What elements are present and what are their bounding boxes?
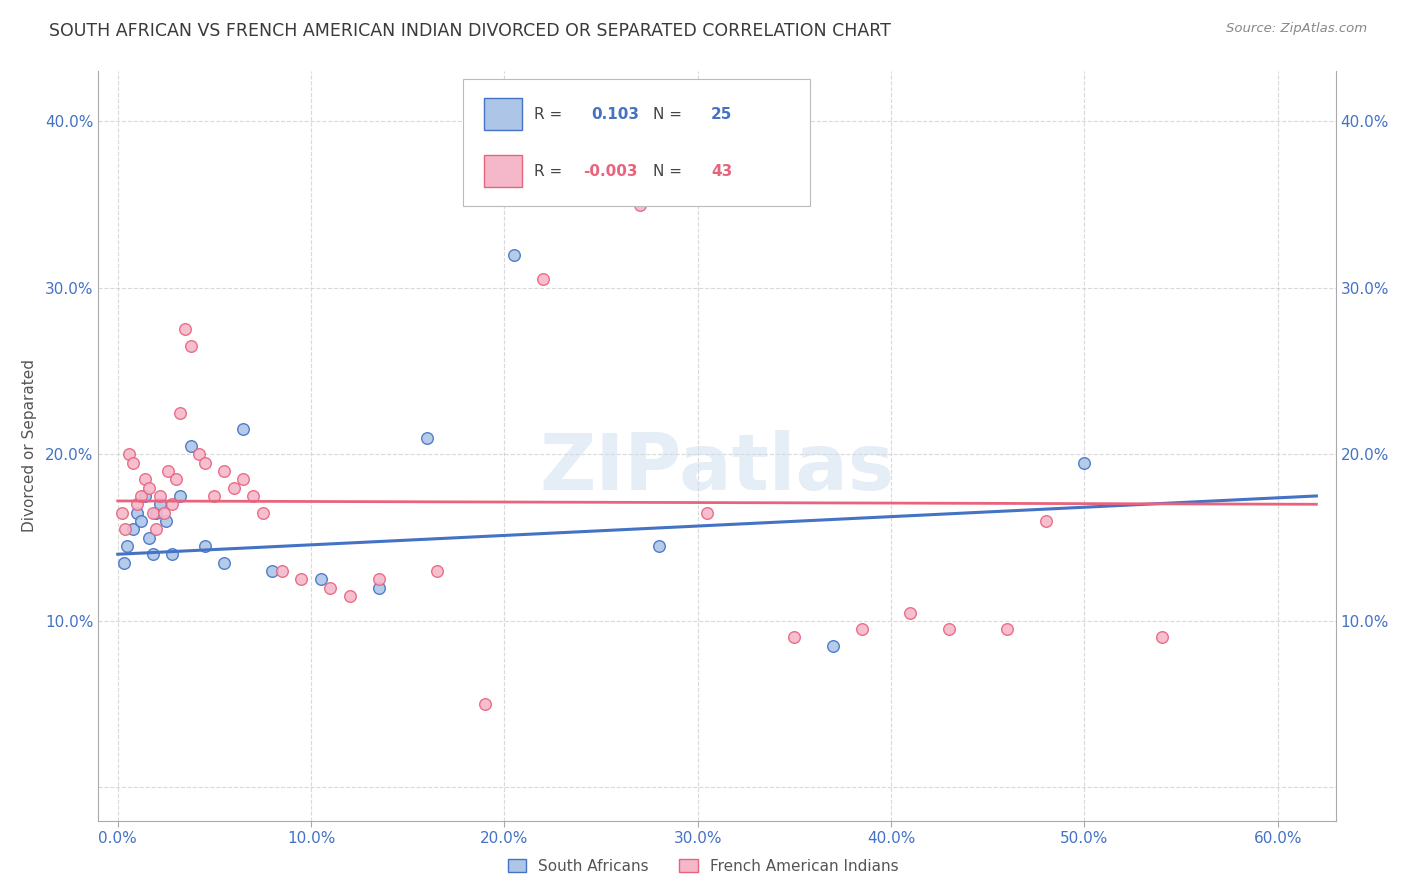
Point bbox=[117, 539, 139, 553]
Point bbox=[531, 272, 554, 286]
Text: -0.003: -0.003 bbox=[583, 163, 638, 178]
Point bbox=[111, 506, 132, 520]
Point bbox=[122, 522, 145, 536]
Point bbox=[1150, 631, 1173, 645]
Point bbox=[628, 197, 651, 211]
Point bbox=[232, 422, 254, 436]
Point bbox=[134, 472, 156, 486]
Point bbox=[188, 447, 211, 461]
Point bbox=[149, 497, 172, 511]
Legend: South Africans, French American Indians: South Africans, French American Indians bbox=[502, 853, 904, 880]
Point bbox=[155, 514, 177, 528]
Point bbox=[174, 322, 197, 336]
Text: Source: ZipAtlas.com: Source: ZipAtlas.com bbox=[1226, 22, 1367, 36]
Text: 0.103: 0.103 bbox=[591, 106, 638, 121]
Point bbox=[138, 481, 160, 495]
Point bbox=[212, 464, 235, 478]
Text: SOUTH AFRICAN VS FRENCH AMERICAN INDIAN DIVORCED OR SEPARATED CORRELATION CHART: SOUTH AFRICAN VS FRENCH AMERICAN INDIAN … bbox=[49, 22, 891, 40]
Point bbox=[1035, 514, 1057, 528]
Point bbox=[180, 339, 202, 353]
Point bbox=[141, 506, 165, 520]
Point bbox=[309, 572, 332, 586]
Point bbox=[938, 622, 960, 636]
Point bbox=[149, 489, 172, 503]
Point bbox=[129, 489, 152, 503]
Text: R =: R = bbox=[534, 163, 562, 178]
Point bbox=[194, 539, 217, 553]
Point bbox=[157, 464, 180, 478]
Point bbox=[165, 472, 187, 486]
Point bbox=[367, 572, 389, 586]
Point bbox=[112, 556, 135, 570]
Point bbox=[474, 697, 496, 711]
Point bbox=[851, 622, 873, 636]
Point bbox=[262, 564, 284, 578]
Point bbox=[696, 506, 718, 520]
Point bbox=[416, 431, 439, 445]
Point bbox=[127, 506, 149, 520]
Point bbox=[204, 489, 226, 503]
Point bbox=[367, 581, 389, 595]
Text: 25: 25 bbox=[711, 106, 733, 121]
Point bbox=[118, 447, 141, 461]
Text: N =: N = bbox=[652, 163, 682, 178]
Point bbox=[114, 522, 136, 536]
Point bbox=[122, 456, 145, 470]
Point bbox=[160, 547, 183, 561]
Point bbox=[426, 564, 449, 578]
Point bbox=[129, 514, 152, 528]
Text: N =: N = bbox=[652, 106, 682, 121]
Point bbox=[180, 439, 202, 453]
FancyBboxPatch shape bbox=[464, 78, 810, 206]
Point bbox=[141, 547, 165, 561]
Point bbox=[900, 606, 922, 620]
Point bbox=[319, 581, 342, 595]
Point bbox=[783, 631, 806, 645]
Point bbox=[153, 506, 176, 520]
Point bbox=[242, 489, 264, 503]
Point bbox=[271, 564, 294, 578]
Point bbox=[145, 522, 167, 536]
Point bbox=[503, 247, 526, 261]
Text: 43: 43 bbox=[711, 163, 733, 178]
Point bbox=[290, 572, 312, 586]
Point bbox=[145, 506, 167, 520]
Text: ZIPatlas: ZIPatlas bbox=[540, 431, 894, 507]
Y-axis label: Divorced or Separated: Divorced or Separated bbox=[21, 359, 37, 533]
Point bbox=[995, 622, 1018, 636]
Point bbox=[160, 497, 183, 511]
Point bbox=[648, 539, 671, 553]
Point bbox=[821, 639, 844, 653]
Point bbox=[169, 406, 191, 420]
Point bbox=[138, 531, 160, 545]
FancyBboxPatch shape bbox=[485, 155, 522, 186]
FancyBboxPatch shape bbox=[485, 98, 522, 130]
Point bbox=[222, 481, 245, 495]
Point bbox=[134, 489, 156, 503]
Point bbox=[339, 589, 361, 603]
Text: R =: R = bbox=[534, 106, 562, 121]
Point bbox=[232, 472, 254, 486]
Point bbox=[1073, 456, 1095, 470]
Point bbox=[212, 556, 235, 570]
Point bbox=[252, 506, 274, 520]
Point bbox=[127, 497, 149, 511]
Point bbox=[169, 489, 191, 503]
Point bbox=[194, 456, 217, 470]
